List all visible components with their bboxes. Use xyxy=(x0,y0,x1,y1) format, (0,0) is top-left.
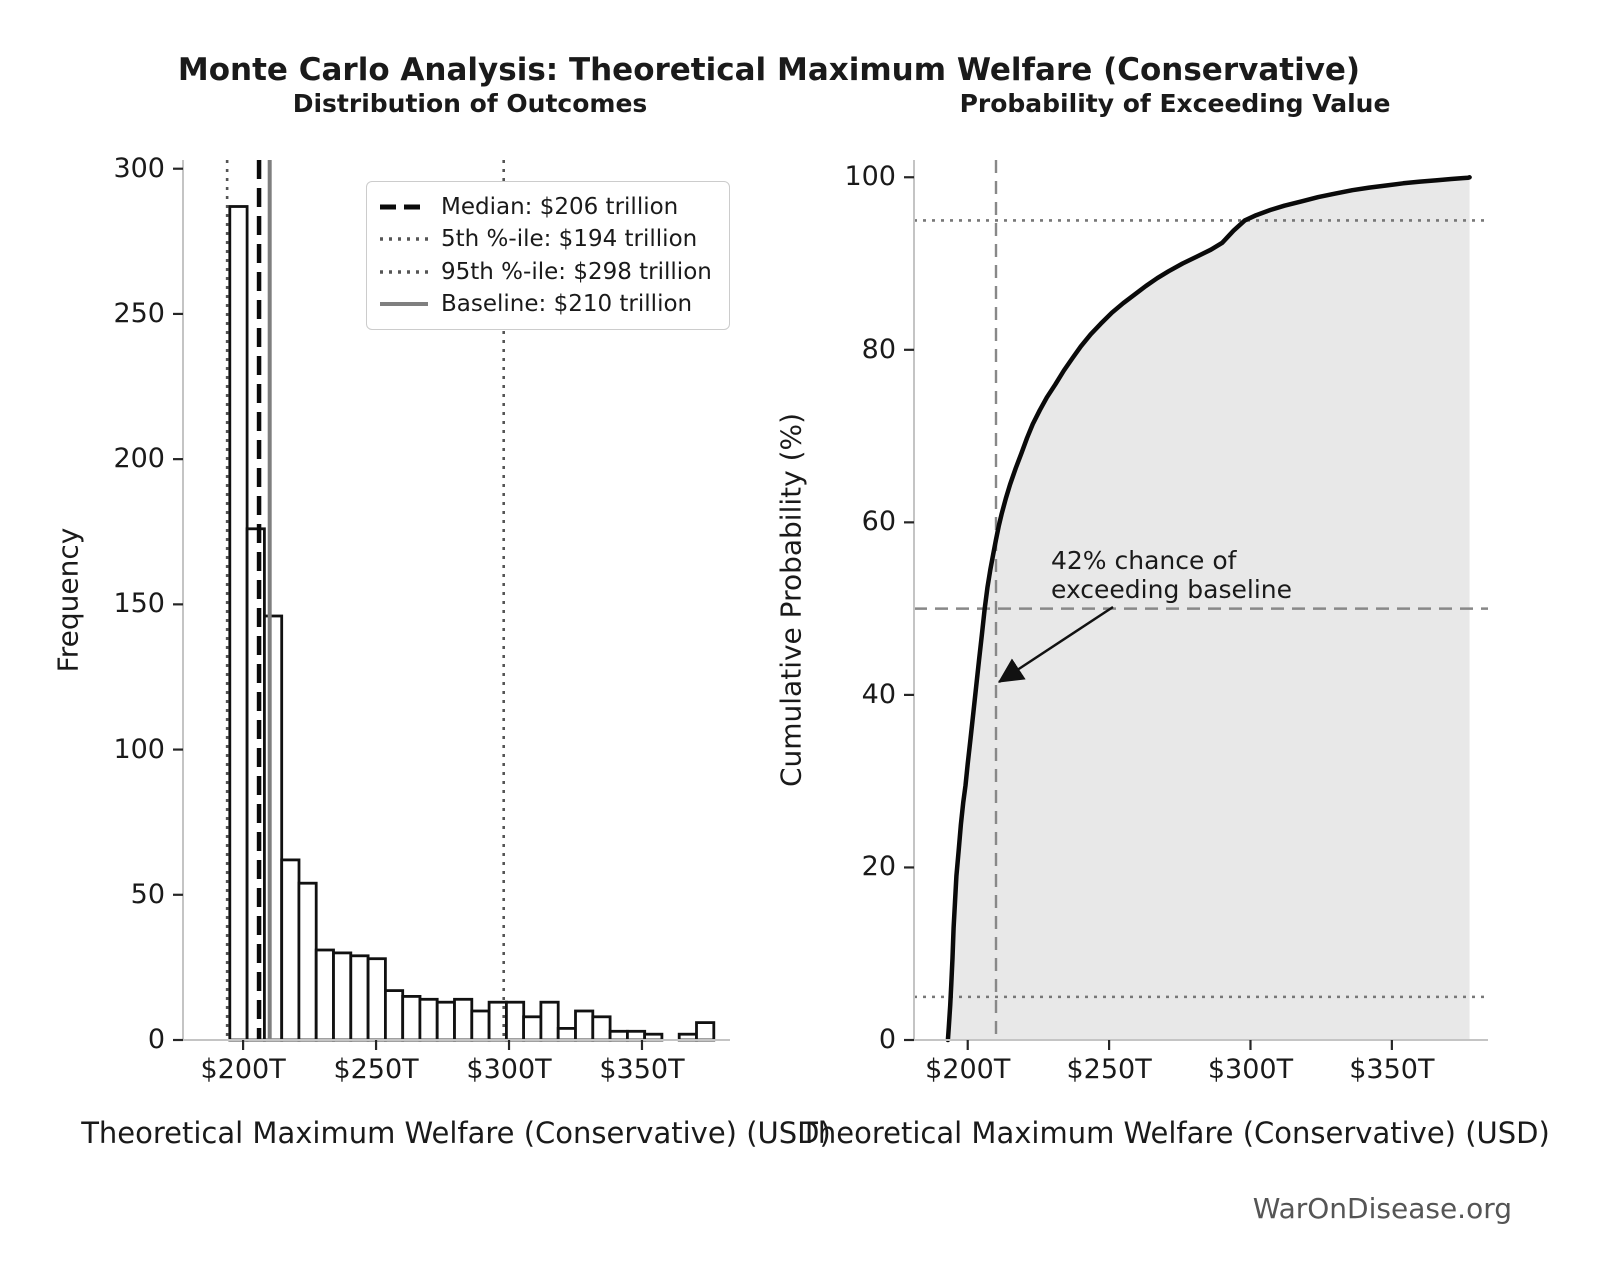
annotation-line-1: 42% chance of xyxy=(1051,546,1237,575)
right-subplot-title: Probability of Exceeding Value xyxy=(959,89,1391,118)
baseline-line-sample xyxy=(380,301,428,306)
legend: Median: $206 trillion 5th %-ile: $194 tr… xyxy=(366,181,730,330)
histogram-bar xyxy=(332,951,353,1042)
right-y-tick-label: 40 xyxy=(861,678,896,710)
left-y-tick-label: 150 xyxy=(113,588,165,620)
histogram-bar xyxy=(695,1021,716,1042)
right-x-tick-label: $300T xyxy=(1207,1054,1294,1085)
legend-item-95th-percentile: 95th %-ile: $298 trillion xyxy=(379,259,717,285)
median-line-sample xyxy=(380,204,428,210)
histogram-bar xyxy=(608,1029,629,1042)
histogram-bar xyxy=(504,1000,526,1042)
main-title: Monte Carlo Analysis: Theoretical Maximu… xyxy=(177,52,1361,88)
legend-item-label: Baseline: $210 trillion xyxy=(441,290,693,317)
legend-item-median: Median: $206 trillion xyxy=(379,194,717,220)
left-x-tick-label: $200T xyxy=(200,1054,286,1085)
right-x-tick-label: $350T xyxy=(1349,1054,1435,1085)
histogram-bar xyxy=(262,614,284,1042)
histogram-bar xyxy=(401,995,422,1042)
left-xaxis-label: Theoretical Maximum Welfare (Conservativ… xyxy=(81,1116,831,1150)
right-xaxis-label: Theoretical Maximum Welfare (Conservativ… xyxy=(800,1116,1550,1150)
legend-item-label: 5th %-ile: $194 trillion xyxy=(441,226,698,253)
watermark: WarOnDisease.org xyxy=(1252,1192,1512,1225)
left-y-tick-label: 200 xyxy=(113,443,165,475)
histogram-bar xyxy=(435,1000,456,1042)
histogram-bar xyxy=(245,527,266,1042)
percentile5-line-sample xyxy=(380,237,428,242)
left-x-tick-label: $250T xyxy=(333,1054,419,1085)
histogram-bar xyxy=(574,1009,595,1042)
left-subplot-title: Distribution of Outcomes xyxy=(292,89,648,118)
annotation-arrow xyxy=(997,605,1114,684)
histogram-bar xyxy=(349,954,370,1042)
histogram-bar xyxy=(280,858,301,1042)
left-y-tick-label: 100 xyxy=(113,733,165,765)
left-y-tick-label: 0 xyxy=(147,1024,165,1055)
legend-item-label: 95th %-ile: $298 trillion xyxy=(441,258,712,285)
right-x-tick-label: $200T xyxy=(925,1054,1011,1085)
right-y-tick-label: 100 xyxy=(844,161,896,193)
histogram-bar xyxy=(556,1027,577,1042)
histogram-bar xyxy=(383,989,405,1042)
legend-item-baseline: Baseline: $210 trillion xyxy=(379,291,717,317)
right-yaxis-label: Cumulative Probability (%) xyxy=(774,412,808,788)
right-x-tick-label: $250T xyxy=(1066,1054,1152,1085)
histogram-bar xyxy=(314,948,335,1042)
legend-item-label: Median: $206 trillion xyxy=(441,194,679,221)
left-x-tick-label: $300T xyxy=(466,1054,552,1085)
histogram-bar xyxy=(470,1009,491,1042)
histogram-bar xyxy=(228,205,249,1042)
histogram-bar xyxy=(297,881,318,1042)
histogram-bar xyxy=(453,997,474,1042)
legend-item-5th-percentile: 5th %-ile: $194 trillion xyxy=(379,226,717,252)
right-y-tick-label: 80 xyxy=(861,333,896,365)
histogram-bar xyxy=(522,1015,543,1042)
right-y-tick-label: 60 xyxy=(861,506,896,538)
histogram-bar xyxy=(366,957,387,1042)
left-y-tick-label: 50 xyxy=(130,878,165,910)
histogram-bar xyxy=(418,997,439,1042)
histogram-bar xyxy=(591,1015,612,1042)
left-y-tick-label: 250 xyxy=(113,297,165,329)
percentile95-line-sample xyxy=(380,269,428,274)
right-y-tick-label: 0 xyxy=(878,1024,896,1055)
histogram-bar xyxy=(626,1029,647,1042)
left-x-tick-label: $350T xyxy=(599,1054,685,1085)
annotation-line-2: exceeding baseline xyxy=(1051,575,1292,604)
left-y-tick-label: 300 xyxy=(113,152,165,184)
right-y-tick-label: 20 xyxy=(861,851,896,883)
histogram-bar xyxy=(539,1000,560,1042)
cdf-curve xyxy=(945,175,1472,1043)
